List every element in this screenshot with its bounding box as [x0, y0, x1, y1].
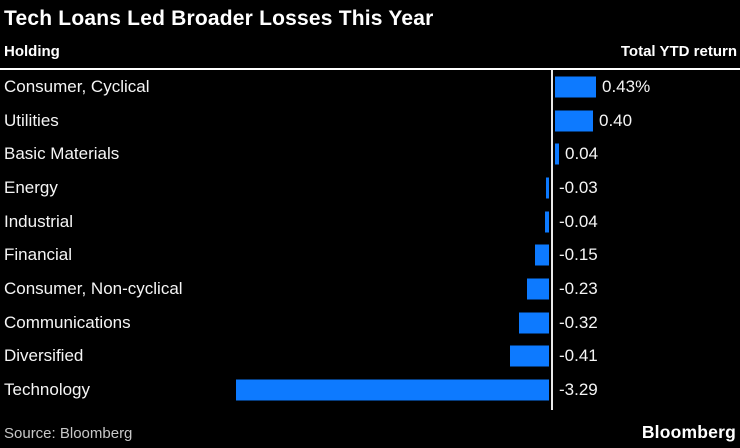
value-label: 0.43%	[602, 76, 651, 96]
category-label: Consumer, Cyclical	[4, 76, 150, 96]
chart-row: Financial -0.15	[0, 238, 740, 272]
value-label: 0.40	[599, 110, 633, 130]
category-label: Technology	[4, 380, 91, 400]
value-bar	[527, 278, 549, 300]
chart-row: Basic Materials 0.04	[0, 137, 740, 171]
value-bar	[555, 76, 596, 98]
value-bar	[510, 345, 549, 367]
category-label: Utilities	[4, 110, 59, 130]
category-label: Financial	[4, 245, 73, 265]
chart-row: Industrial -0.04	[0, 205, 740, 239]
category-label: Basic Materials	[4, 144, 120, 164]
value-label: -0.23	[559, 278, 598, 298]
chart-footer: Source: Bloomberg Bloomberg	[0, 422, 740, 443]
value-label: -0.03	[559, 177, 598, 197]
source-text: Source: Bloomberg	[4, 425, 133, 442]
category-label: Industrial	[4, 211, 73, 231]
value-bar	[236, 379, 549, 401]
chart-row: Communications -0.32	[0, 306, 740, 340]
chart-row: Technology -3.29	[0, 373, 740, 407]
value-bar	[555, 110, 593, 132]
value-bar	[545, 211, 549, 233]
chart-row: Utilities 0.40	[0, 104, 740, 138]
category-label: Consumer, Non-cyclical	[4, 278, 183, 298]
chart-row: Consumer, Non-cyclical -0.23	[0, 272, 740, 306]
value-label: -3.29	[559, 380, 598, 400]
value-label: -0.32	[559, 312, 598, 332]
holding-column-header: Holding	[4, 43, 60, 60]
value-bar	[555, 143, 559, 165]
value-label: 0.04	[565, 144, 599, 164]
zero-axis-line	[551, 70, 553, 410]
value-bar	[546, 177, 549, 199]
chart-row: Energy -0.03	[0, 171, 740, 205]
category-label: Diversified	[4, 346, 84, 366]
ytd-return-column-header: Total YTD return	[620, 43, 737, 60]
value-bar	[535, 244, 549, 266]
bloomberg-logo: Bloomberg	[641, 422, 736, 442]
value-label: -0.04	[559, 211, 598, 231]
category-label: Energy	[4, 177, 58, 197]
bar-chart: Consumer, Cyclical 0.43% Utilities 0.40 Basi…	[0, 70, 740, 410]
chart-row: Diversified -0.41	[0, 340, 740, 374]
value-label: -0.41	[559, 346, 598, 366]
category-label: Communications	[4, 312, 131, 332]
chart-title: Tech Loans Led Broader Losses This Year	[4, 7, 434, 30]
chart-row: Consumer, Cyclical 0.43%	[0, 70, 740, 104]
value-bar	[519, 312, 549, 334]
column-headers: Holding Total YTD return	[0, 43, 740, 70]
value-label: -0.15	[559, 245, 598, 265]
